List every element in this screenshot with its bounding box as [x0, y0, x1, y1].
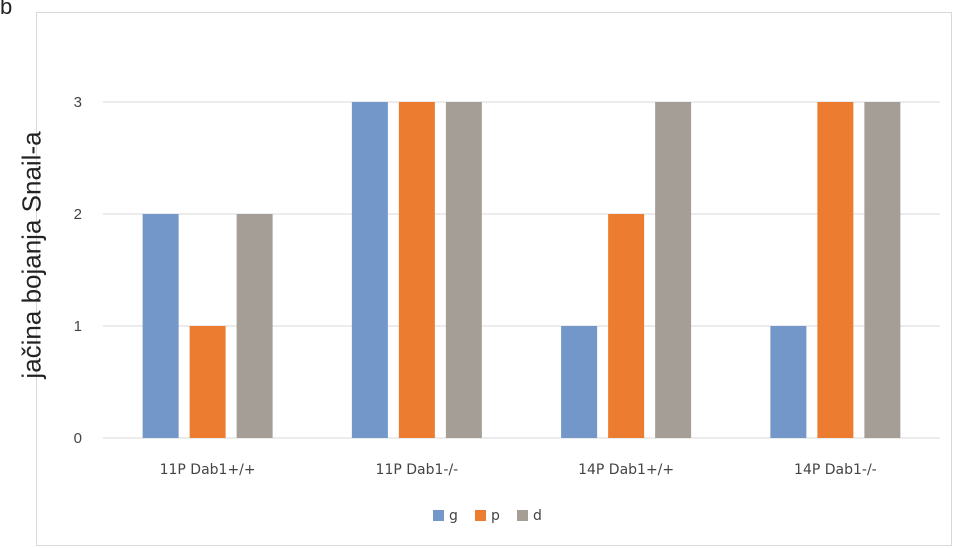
x-tick-label: 14P Dab1-/- — [794, 462, 877, 478]
x-tick-label: 11P Dab1-/- — [376, 462, 459, 478]
bar-g-3 — [561, 326, 598, 438]
legend-label-g: g — [449, 508, 458, 524]
y-tick-label: 3 — [74, 94, 82, 111]
category-labels: 11P Dab1+/+ 11P Dab1-/- 14P Dab1+/+ 14P Dab… — [160, 462, 877, 478]
bars — [142, 102, 901, 438]
y-tick-label: 2 — [74, 206, 82, 223]
legend-label-p: p — [491, 508, 500, 524]
bar-p-3 — [608, 214, 645, 438]
panel-letter: b — [0, 0, 13, 19]
bar-g-2 — [351, 102, 388, 438]
y-tick-label: 1 — [74, 318, 82, 335]
y-tick-label: 0 — [74, 430, 82, 447]
bar-d-2 — [445, 102, 482, 438]
bar-d-3 — [655, 102, 692, 438]
bar-d-4 — [864, 102, 901, 438]
bar-p-4 — [817, 102, 854, 438]
legend-swatch-g — [433, 510, 444, 521]
bar-g-1 — [142, 214, 179, 438]
y-tick-labels: 0 1 2 3 — [74, 94, 82, 447]
bar-d-1 — [236, 214, 273, 438]
gridlines — [103, 101, 940, 439]
bar-p-1 — [189, 326, 226, 438]
legend-swatch-p — [475, 510, 486, 521]
chart-frame — [36, 12, 952, 546]
legend-label-d: d — [533, 508, 542, 524]
x-tick-label: 11P Dab1+/+ — [160, 462, 256, 478]
legend-swatch-d — [517, 510, 528, 521]
x-tick-label: 14P Dab1+/+ — [578, 462, 674, 478]
bar-g-4 — [770, 326, 807, 438]
bar-p-2 — [398, 102, 435, 438]
